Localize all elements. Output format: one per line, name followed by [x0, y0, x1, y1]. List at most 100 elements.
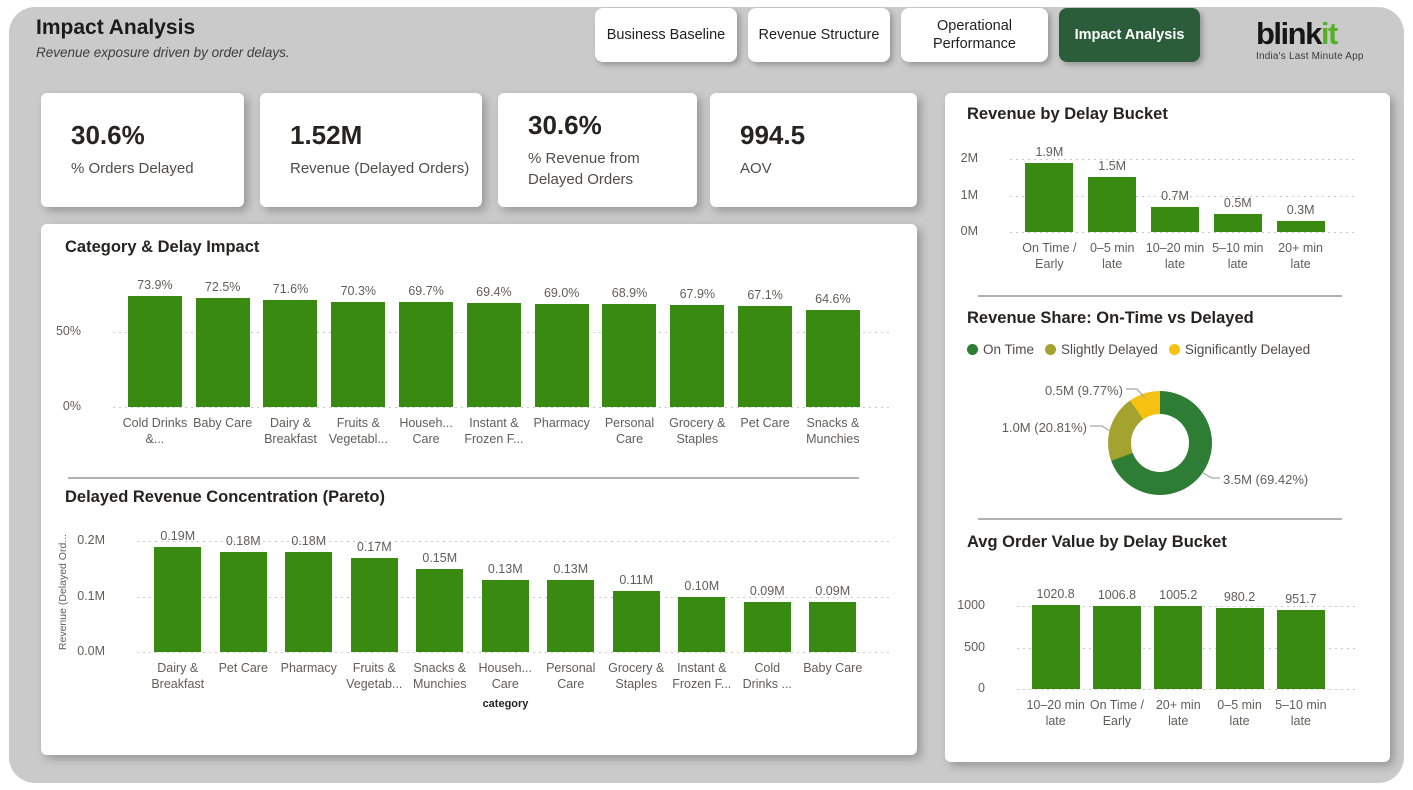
kpi-card-revenue-delayed-orders: 1.52M Revenue (Delayed Orders): [260, 93, 482, 207]
bar-column: 72.5%Baby Care: [189, 284, 257, 407]
bar-column: 0.18MPharmacy: [276, 534, 342, 652]
bar-column: 0.15MSnacks & Munchies: [407, 534, 473, 652]
x-axis-category-label: 20+ min late: [1149, 697, 1208, 730]
y-axis-tick-label: 0%: [37, 399, 81, 413]
legend-dot-icon: [1045, 344, 1056, 355]
bar[interactable]: [399, 302, 453, 407]
nav-button-impact-analysis[interactable]: Impact Analysis: [1059, 8, 1200, 62]
y-axis-tick-label: 50%: [37, 324, 81, 338]
bar[interactable]: [670, 305, 724, 407]
bar-value-label: 0.3M: [1263, 203, 1338, 217]
x-axis-category-label: Grocery & Staples: [664, 415, 730, 448]
bar[interactable]: [1216, 608, 1264, 689]
bar[interactable]: [128, 296, 182, 407]
bar[interactable]: [351, 558, 398, 652]
kpi-label: % Orders Delayed: [71, 159, 234, 179]
bar[interactable]: [738, 306, 792, 407]
x-axis-category-label: 0–5 min late: [1210, 697, 1269, 730]
bar-column: 0.13MPersonal Care: [538, 534, 604, 652]
nav-button-revenue-structure[interactable]: Revenue Structure: [748, 8, 890, 62]
bar[interactable]: [1277, 221, 1325, 232]
bar-column: 73.9%Cold Drinks &...: [121, 284, 189, 407]
x-axis-category-label: On Time / Early: [1087, 697, 1146, 730]
legend-item[interactable]: Slightly Delayed: [1045, 342, 1158, 357]
x-axis-category-label: Fruits & Vegetab...: [343, 660, 407, 693]
bar-column: 1.5M0–5 min late: [1081, 150, 1144, 232]
x-axis-category-label: Pharmacy: [529, 415, 595, 431]
kpi-label: Revenue (Delayed Orders): [290, 159, 472, 179]
bar-chart-revenue-by-delay-bucket: 0M1M2M1.9MOn Time / Early1.5M0–5 min lat…: [1018, 150, 1332, 232]
kpi-card-pct-revenue-delayed: 30.6% % Revenue from Delayed Orders: [498, 93, 697, 207]
bar[interactable]: [263, 300, 317, 407]
legend-item[interactable]: Significantly Delayed: [1169, 342, 1310, 357]
y-axis-tick-label: 0.1M: [61, 589, 105, 603]
bar[interactable]: [547, 580, 594, 652]
x-axis-category-label: 20+ min late: [1270, 240, 1331, 273]
bar-chart-delayed-revenue-pareto: 0.0M0.1M0.2M0.19MDairy & Breakfast0.18MP…: [145, 534, 866, 652]
x-axis-category-label: 0–5 min late: [1082, 240, 1143, 273]
bar[interactable]: [1151, 207, 1199, 233]
donut-slice-label: 1.0M (20.81%): [1002, 420, 1087, 435]
bar[interactable]: [602, 304, 656, 407]
bar-column: 69.7%Househ... Care: [392, 284, 460, 407]
bar-value-label: 1.5M: [1075, 159, 1150, 173]
chart-title-revenue-share: Revenue Share: On-Time vs Delayed: [967, 309, 1254, 328]
bar[interactable]: [613, 591, 660, 652]
nav-button-business-baseline[interactable]: Business Baseline: [595, 8, 737, 62]
x-axis-category-label: 10–20 min late: [1026, 697, 1085, 730]
bar[interactable]: [535, 304, 589, 408]
bar-column: 1020.810–20 min late: [1025, 598, 1086, 689]
bar-column: 64.6%Snacks & Munchies: [799, 284, 867, 407]
bar[interactable]: [744, 602, 791, 652]
donut-leader-lines: [945, 371, 1390, 531]
bar-column: 0.3M20+ min late: [1269, 150, 1332, 232]
legend-item[interactable]: On Time: [967, 342, 1034, 357]
bar-column: 951.75–10 min late: [1270, 598, 1331, 689]
bar-column: 67.1%Pet Care: [731, 284, 799, 407]
x-axis-category-label: On Time / Early: [1019, 240, 1080, 273]
y-axis-tick-label: 0M: [934, 224, 978, 238]
x-axis-category-label: Cold Drinks ...: [736, 660, 800, 693]
bar[interactable]: [331, 302, 385, 407]
kpi-value: 1.52M: [290, 120, 472, 151]
bar[interactable]: [285, 552, 332, 652]
bar-column: 0.13MHouseh... Care: [473, 534, 539, 652]
nav-button-operational-performance[interactable]: Operational Performance: [901, 8, 1048, 62]
card-divider: [68, 477, 859, 479]
bar[interactable]: [196, 298, 250, 407]
bar[interactable]: [1088, 177, 1136, 232]
bar[interactable]: [154, 547, 201, 652]
bar[interactable]: [1032, 605, 1080, 689]
bar[interactable]: [482, 580, 529, 652]
legend-label: Slightly Delayed: [1061, 342, 1158, 357]
x-axis-category-label: Personal Care: [539, 660, 603, 693]
kpi-card-aov: 994.5 AOV: [710, 93, 917, 207]
bar-value-label: 1.9M: [1012, 145, 1087, 159]
bar[interactable]: [1277, 610, 1325, 689]
y-axis-tick-label: 1M: [934, 188, 978, 202]
kpi-value: 30.6%: [528, 110, 687, 141]
bar-column: 0.11MGrocery & Staples: [604, 534, 670, 652]
bar[interactable]: [416, 569, 463, 652]
bar[interactable]: [1093, 606, 1141, 689]
bar[interactable]: [678, 597, 725, 652]
x-axis-category-label: Snacks & Munchies: [800, 415, 866, 448]
bar[interactable]: [1214, 214, 1262, 232]
bar[interactable]: [1025, 163, 1073, 232]
bar[interactable]: [1154, 606, 1202, 689]
x-axis-category-label: Cold Drinks &...: [122, 415, 188, 448]
donut-legend: On Time Slightly Delayed Significantly Del…: [967, 342, 1310, 357]
bar-chart-category-delay-impact: 0%50%73.9%Cold Drinks &...72.5%Baby Care…: [121, 284, 867, 407]
bar[interactable]: [220, 552, 267, 652]
bar-column: 0.19MDairy & Breakfast: [145, 534, 211, 652]
bar[interactable]: [467, 303, 521, 407]
kpi-label: % Revenue from Delayed Orders: [528, 149, 687, 190]
x-axis-category-label: Snacks & Munchies: [408, 660, 472, 693]
legend-label: On Time: [983, 342, 1034, 357]
page-title: Impact Analysis: [36, 16, 195, 40]
chart-title-revenue-by-delay-bucket: Revenue by Delay Bucket: [967, 105, 1168, 124]
kpi-value: 30.6%: [71, 120, 234, 151]
bar[interactable]: [806, 310, 860, 407]
bar[interactable]: [809, 602, 856, 652]
x-axis-category-label: Pet Care: [732, 415, 798, 431]
